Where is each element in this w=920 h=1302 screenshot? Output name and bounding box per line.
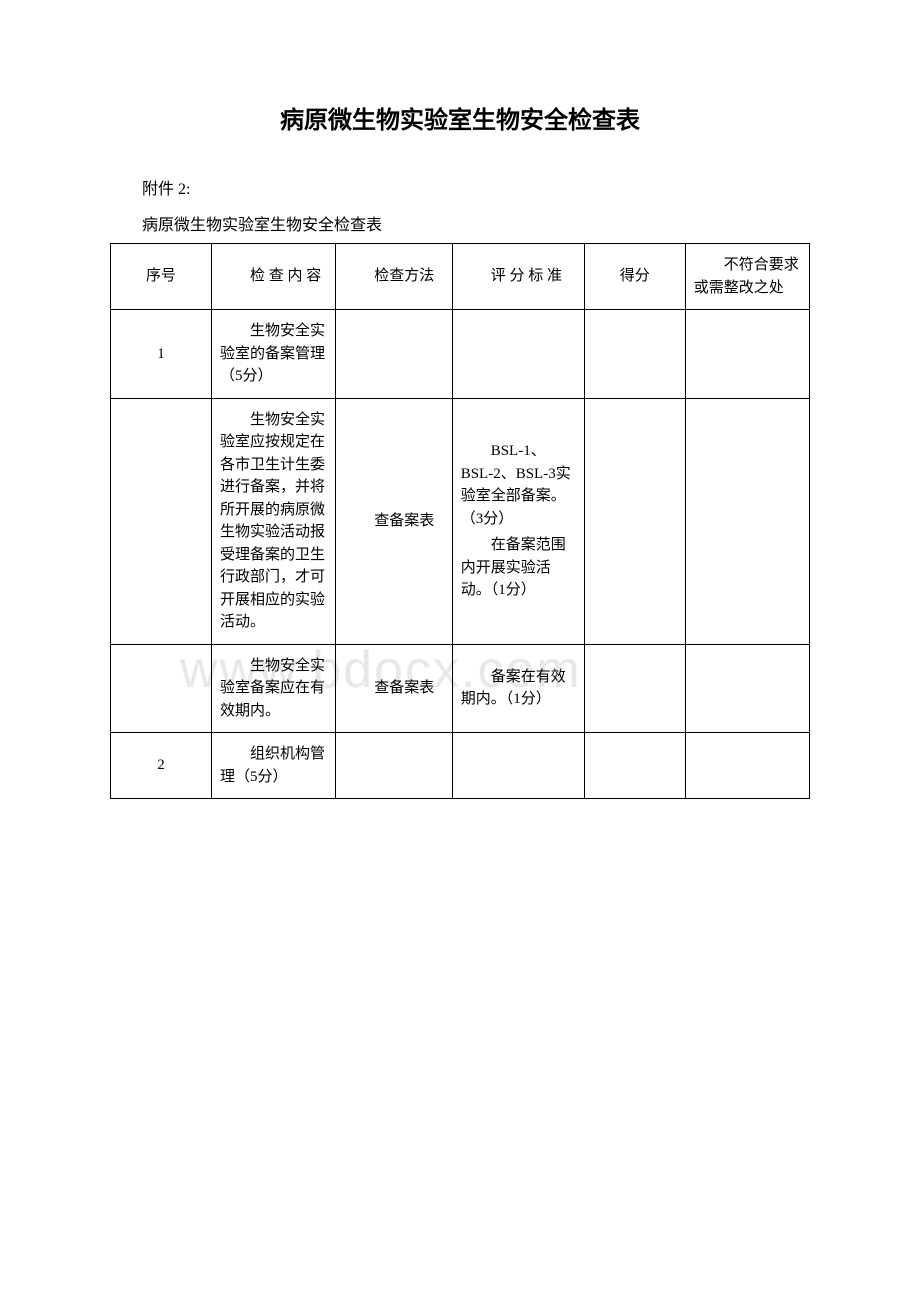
header-standard: 评 分 标 准: [452, 244, 584, 310]
cell-score: [584, 644, 685, 733]
header-content: 检 查 内 容: [211, 244, 335, 310]
cell-remark: [685, 310, 809, 399]
cell-remark: [685, 733, 809, 799]
cell-score: [584, 398, 685, 644]
attachment-label: 附件 2:: [110, 175, 810, 199]
cell-standard: [452, 310, 584, 399]
cell-seq: [111, 644, 212, 733]
cell-content: 生物安全实验室备案应在有效期内。: [211, 644, 335, 733]
checklist-table: 序号 检 查 内 容 检查方法 评 分 标 准 得分 不符合要求或需整改之处 1…: [110, 243, 810, 799]
cell-method: [336, 310, 453, 399]
header-remark: 不符合要求或需整改之处: [685, 244, 809, 310]
cell-remark: [685, 644, 809, 733]
cell-seq: 2: [111, 733, 212, 799]
cell-method: 查备案表: [336, 644, 453, 733]
cell-standard: [452, 733, 584, 799]
table-header-row: 序号 检 查 内 容 检查方法 评 分 标 准 得分 不符合要求或需整改之处: [111, 244, 810, 310]
table-row: 1 生物安全实验室的备案管理（5分）: [111, 310, 810, 399]
standard-para: BSL-1、BSL-2、BSL-3实验室全部备案。（3分）: [461, 440, 576, 530]
cell-score: [584, 733, 685, 799]
cell-standard: BSL-1、BSL-2、BSL-3实验室全部备案。（3分） 在备案范围内开展实验…: [452, 398, 584, 644]
table-row: 2 组织机构管理（5分）: [111, 733, 810, 799]
table-row: 生物安全实验室应按规定在各市卫生计生委进行备案，并将所开展的病原微生物实验活动报…: [111, 398, 810, 644]
header-score: 得分: [584, 244, 685, 310]
header-method: 检查方法: [336, 244, 453, 310]
table-row: 生物安全实验室备案应在有效期内。 查备案表 备案在有效期内。（1分）: [111, 644, 810, 733]
cell-standard: 备案在有效期内。（1分）: [452, 644, 584, 733]
page-title: 病原微生物实验室生物安全检查表: [110, 100, 810, 135]
cell-content: 生物安全实验室的备案管理（5分）: [211, 310, 335, 399]
cell-method: 查备案表: [336, 398, 453, 644]
cell-content: 组织机构管理（5分）: [211, 733, 335, 799]
cell-seq: [111, 398, 212, 644]
cell-seq: 1: [111, 310, 212, 399]
subtitle: 病原微生物实验室生物安全检查表: [110, 211, 810, 235]
cell-method: [336, 733, 453, 799]
cell-content: 生物安全实验室应按规定在各市卫生计生委进行备案，并将所开展的病原微生物实验活动报…: [211, 398, 335, 644]
standard-para: 在备案范围内开展实验活动。（1分）: [461, 534, 576, 602]
cell-remark: [685, 398, 809, 644]
cell-score: [584, 310, 685, 399]
header-seq: 序号: [111, 244, 212, 310]
